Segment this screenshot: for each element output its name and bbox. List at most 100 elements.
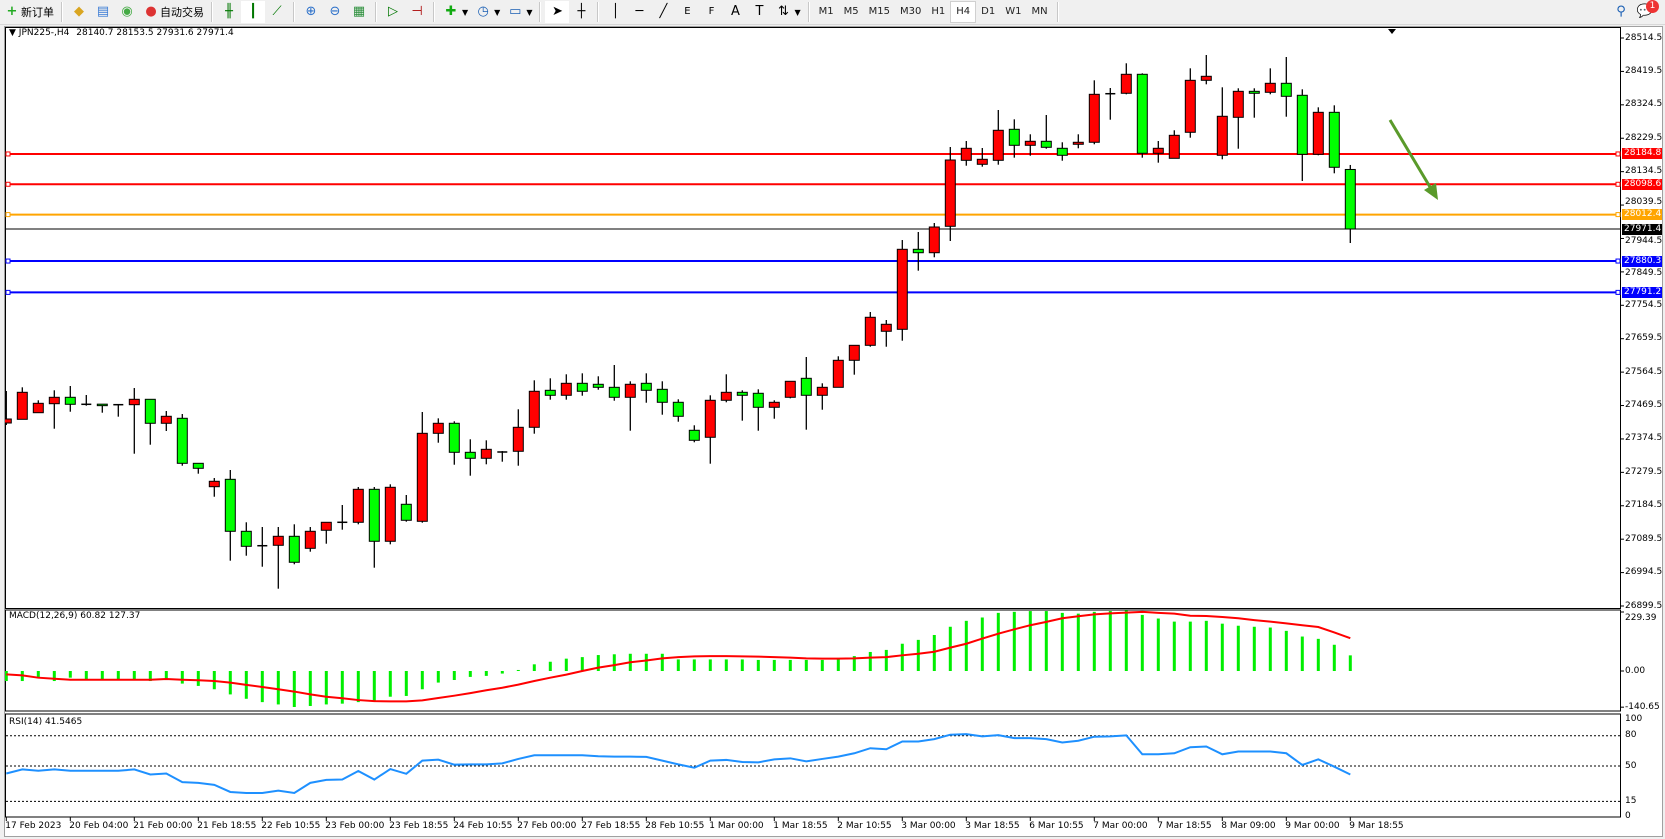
price-tick-label: 27184.5 [1625,500,1663,511]
templates-button[interactable]: ▭ ▼ [503,1,535,23]
horizontal-line-button[interactable]: ─ [627,1,651,23]
timeframe-h1[interactable]: H1 [931,6,946,17]
candle-bear [400,503,412,521]
macd-histogram-bar [68,671,72,678]
search-icon: ⚲ [1616,4,1626,19]
macd-histogram-bar [132,671,136,680]
price-tick-label: 28514.5 [1625,32,1663,43]
notifications-button[interactable]: 💬 1 [1633,0,1659,23]
candle-bull [1024,140,1036,146]
macd-histogram-bar [436,671,440,683]
timeframe-bar: M1 M5 M15 M30 H1 H4 D1 W1 MN [814,1,1053,23]
candle-bull [480,448,492,459]
time-axis-label: 9 Mar 18:55 [1349,821,1404,831]
zoom-out-button[interactable]: ⊖ [323,1,347,23]
candle-bear [1344,168,1356,230]
chart-window[interactable]: ▼ JPN225-,H4 28140.7 28153.5 27931.6 279… [4,26,1663,837]
cursor-button[interactable]: ➤ [545,1,570,23]
timeframe-m15[interactable]: M15 [868,6,890,17]
arrows-button[interactable]: ⇅ ▼ [771,1,803,23]
candle-bull [320,521,332,531]
search-button[interactable]: ⚲ [1609,1,1633,23]
macd-histogram-bar [932,634,936,671]
candle-bear [544,389,556,396]
candle-bull [560,382,572,396]
indicators-button[interactable]: ✚ ▼ [439,1,471,23]
trendline-button[interactable]: ╱ [651,1,675,23]
candle-bull [128,398,140,406]
candle-bull [1152,147,1164,154]
candle-bull [704,399,716,438]
time-axis-label: 3 Mar 18:55 [965,821,1020,831]
price-tick-label: 26899.5 [1625,600,1663,611]
timeframe-mn[interactable]: MN [1031,6,1048,17]
text-button[interactable]: A [723,1,747,23]
chart-canvas[interactable] [5,27,1662,836]
auto-scroll-button[interactable]: ▷ [381,1,405,23]
time-axis-label: 21 Feb 18:55 [197,821,257,831]
macd-histogram-bar [1172,621,1176,671]
candle-bull [816,386,828,396]
macd-histogram-bar [84,671,88,680]
macd-histogram-bar [1140,614,1144,671]
candle-bear [608,386,620,398]
rsi-tick-label: 50 [1625,760,1637,771]
auto-trading-button[interactable]: ● 自动交易 [139,1,207,23]
candle-bear [576,382,588,392]
timeframe-m5[interactable]: M5 [843,6,859,17]
candle-bull [304,530,316,549]
macd-label: MACD(12,26,9) 60.82 127.37 [9,611,141,621]
chart-shift-button[interactable]: ⊣ [405,1,429,23]
candle-bear [64,396,76,405]
macd-histogram-bar [868,651,872,671]
macd-histogram-bar [708,659,712,671]
macd-histogram-bar [596,655,600,671]
macd-histogram-bar [1332,644,1336,671]
line-chart-button[interactable]: ⟋ [265,1,289,23]
market-watch-button[interactable]: ◆ [67,1,91,23]
fibonacci-button[interactable]: F [699,1,723,23]
rsi-tick-label: 0 [1625,811,1631,821]
candle-bull [768,401,780,408]
zoom-in-button[interactable]: ⊕ [299,1,323,23]
level-price-label: 27880.3 [1622,255,1662,267]
timeframe-h4[interactable]: H4 [950,1,977,23]
navigator-button[interactable]: ▤ [91,1,115,23]
macd-tick-label: 0.00 [1625,665,1646,676]
macd-histogram-bar [1316,638,1320,671]
candle-bear [656,388,668,403]
timeframe-d1[interactable]: D1 [981,6,996,17]
crosshair-button[interactable]: ┼ [569,1,593,23]
macd-histogram-bar [772,659,776,671]
tile-windows-icon: ▦ [352,4,366,19]
macd-histogram-bar [1092,611,1096,671]
macd-histogram-bar [1284,630,1288,671]
chevron-down-icon: ▼ [494,7,501,17]
candlestick-chart-button[interactable]: ┃ [241,1,265,23]
timeframe-w1[interactable]: W1 [1005,6,1022,17]
toolbar-separator [1056,2,1059,22]
timeframe-m1[interactable]: M1 [818,6,834,17]
macd-histogram-bar [1252,626,1256,671]
chart-menu-triangle-icon[interactable]: ▼ [9,28,16,38]
equidistant-channel-button[interactable]: E [675,1,699,23]
vertical-line-button[interactable]: │ [603,1,627,23]
level-price-label: 28012.4 [1622,209,1662,221]
macd-tick-label: -140.65 [1625,701,1660,712]
line-anchor-handle [5,212,11,218]
tile-windows-button[interactable]: ▦ [347,1,371,23]
macd-histogram-bar [900,643,904,671]
candle-bear [464,451,476,459]
price-tick-label: 28229.5 [1625,132,1663,143]
price-tick-label: 28039.5 [1625,197,1663,208]
candle-bear [176,417,188,464]
bar-chart-button[interactable]: ╫ [217,1,241,23]
periods-button[interactable]: ◷ ▼ [471,1,503,23]
signals-button[interactable]: ◉ [115,1,139,23]
candle-bull [960,147,972,161]
macd-tick-label: 229.39 [1625,612,1657,623]
price-tick-label: 28324.5 [1625,99,1663,110]
new-order-button[interactable]: + 新订单 [0,1,57,23]
text-label-button[interactable]: T [747,1,771,23]
timeframe-m30[interactable]: M30 [899,6,922,17]
